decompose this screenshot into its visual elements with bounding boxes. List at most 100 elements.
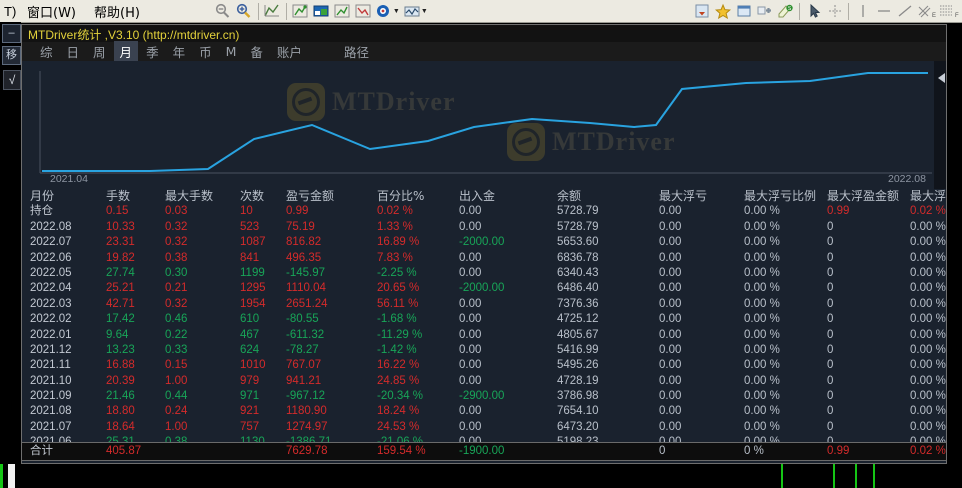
window-icon[interactable] <box>733 2 754 21</box>
download-icon[interactable] <box>691 2 712 21</box>
cell-pnl: -80.55 <box>286 313 319 326</box>
table-row[interactable]: 2022.06 19.82 0.38 841 496.35 7.83 % 0.00 6836.… <box>22 251 946 266</box>
table-row[interactable]: 2022.01 9.64 0.22 467 -611.32 -11.29 % 0.00 480… <box>22 328 946 343</box>
col-header-pct[interactable]: 百分比% <box>377 189 425 203</box>
cell-lots: 0.15 <box>106 205 129 218</box>
col-header-maxdd-pct[interactable]: 最大浮亏比例 <box>744 189 817 203</box>
tab-yue[interactable]: 月 <box>113 41 139 62</box>
tab-zong[interactable]: 综 <box>40 45 53 60</box>
table-row[interactable]: 2022.08 10.33 0.32 523 75.19 1.33 % 0.00 5728.7… <box>22 220 946 235</box>
cell-deposit: 0.00 <box>459 251 482 264</box>
col-header-lots[interactable]: 手数 <box>106 189 131 203</box>
chart-scrollbar[interactable] <box>934 61 946 189</box>
chart-up-icon[interactable] <box>332 2 353 21</box>
cell-pnl: 2651.24 <box>286 297 328 310</box>
col-header-count[interactable]: 次数 <box>240 189 265 203</box>
col-header-maxprofit-pct[interactable]: 最大浮盈比例 <box>910 189 946 203</box>
add-grid-icon[interactable] <box>754 2 775 21</box>
table-row[interactable]: 2021.08 18.80 0.24 921 1180.90 18.24 % 0.00 765… <box>22 404 946 419</box>
col-header-deposit[interactable]: 出入金 <box>459 189 496 203</box>
total-maxdd: 0 <box>659 445 666 457</box>
col-header-maxprofit[interactable]: 最大浮盈金额 <box>827 189 900 203</box>
menu-item-truncated[interactable]: T) <box>4 3 17 19</box>
cell-maxprofit: 0 <box>827 374 834 387</box>
cell-maxprofit: 0 <box>827 359 834 372</box>
table-row[interactable]: 2021.09 21.46 0.44 971 -967.12 -20.34 % -2900.… <box>22 389 946 404</box>
cell-balance: 6473.20 <box>557 420 599 433</box>
horizontal-line-icon[interactable] <box>873 2 894 21</box>
cell-pnl: -967.12 <box>286 390 326 403</box>
zoom-in-icon[interactable] <box>234 2 255 21</box>
table-row[interactable]: 2022.07 23.31 0.32 1087 816.82 16.89 % -2000.0… <box>22 235 946 250</box>
tab-ji[interactable]: 季 <box>146 45 159 60</box>
minimize-panel-button[interactable]: – <box>2 24 21 43</box>
table-row[interactable]: 2021.07 18.64 1.00 757 1274.97 24.53 % 0.00 647… <box>22 420 946 435</box>
tab-bi[interactable]: 币 <box>199 45 212 60</box>
col-header-month[interactable]: 月份 <box>30 189 55 203</box>
tab-ri[interactable]: 日 <box>66 45 80 60</box>
col-header-pnl[interactable]: 盈亏金额 <box>286 189 335 203</box>
tab-m[interactable]: M <box>225 44 237 59</box>
equidistant-channel-icon[interactable]: E <box>915 2 936 21</box>
cell-maxdd-pct: 0.00 % <box>744 359 780 372</box>
cell-maxdd-pct: 0.00 % <box>744 220 780 233</box>
tab-zhou[interactable]: 周 <box>93 45 106 60</box>
cell-maxdd: 0.00 <box>659 420 682 433</box>
cell-maxlots: 0.32 <box>165 220 188 233</box>
col-header-balance[interactable]: 余额 <box>557 189 582 203</box>
star-icon[interactable] <box>712 2 733 21</box>
tab-nian[interactable]: 年 <box>172 45 186 60</box>
cell-count: 523 <box>240 220 260 233</box>
table-row[interactable]: 2021.11 16.88 0.15 1010 767.07 16.22 % 0.00 549… <box>22 358 946 373</box>
toolbar-separator <box>848 2 849 20</box>
table-row[interactable]: 2022.05 27.74 0.30 1199 -145.97 -2.25 % 0.00 63… <box>22 266 946 281</box>
chart-bar-green-icon[interactable] <box>290 2 311 21</box>
table-row[interactable]: 2022.02 17.42 0.46 610 -80.55 -1.68 % 0.00 4725… <box>22 312 946 327</box>
cell-lots: 9.64 <box>106 328 129 341</box>
trend-line-icon[interactable] <box>894 2 915 21</box>
watermark-text-right: MTDriver <box>552 127 676 156</box>
chart-down-icon[interactable] <box>353 2 374 21</box>
window-title: MTDriver统计 ,V3.10 (http://mtdriver.cn) <box>22 25 946 42</box>
col-header-maxdd[interactable]: 最大浮亏 <box>659 189 708 203</box>
waveform-box-icon[interactable] <box>402 2 423 21</box>
cell-month: 2021.10 <box>30 374 72 387</box>
scroll-right-arrow-icon[interactable] <box>938 73 945 83</box>
table-row[interactable]: 2022.03 42.71 0.32 1954 2651.24 56.11 % 0.00 73… <box>22 297 946 312</box>
pencil-tag-icon[interactable]: S <box>775 2 796 21</box>
total-lots: 405.87 <box>106 445 142 457</box>
cell-pct: 1.33 % <box>377 220 413 233</box>
chevron-down-icon[interactable]: ▼ <box>420 7 428 15</box>
watermark-text-left: MTDriver <box>332 87 456 116</box>
table-row[interactable]: 2021.12 13.23 0.33 624 -78.27 -1.42 % 0.00 5416… <box>22 343 946 358</box>
total-label: 合计 <box>30 445 53 457</box>
chevron-down-icon[interactable]: ▼ <box>392 7 400 15</box>
tab-zhanghu[interactable]: 账户 <box>276 45 302 60</box>
cell-pnl: -78.27 <box>286 343 319 356</box>
menu-window[interactable]: 窗口(W) <box>27 5 76 21</box>
menu-help[interactable]: 帮助(H) <box>94 5 140 21</box>
cell-count: 1295 <box>240 282 266 295</box>
zoom-out-icon[interactable] <box>213 2 234 21</box>
col-header-maxlots[interactable]: 最大手数 <box>165 189 214 203</box>
chart-line-icon[interactable] <box>262 2 283 21</box>
cell-maxdd-pct: 0.00 % <box>744 313 780 326</box>
tab-path[interactable]: 路径 <box>343 45 369 60</box>
checkmark-icon[interactable]: √ <box>3 70 21 90</box>
fibonacci-icon[interactable]: F <box>936 2 962 21</box>
tab-bei[interactable]: 备 <box>250 45 263 60</box>
cursor-arrow-icon[interactable] <box>803 2 824 21</box>
equity-chart[interactable]: MTDriver MTDriver 2021.04 2022.08 <box>22 61 946 189</box>
vertical-line-icon[interactable] <box>852 2 873 21</box>
move-panel-button[interactable]: 移 <box>2 46 21 65</box>
table-row[interactable]: 持仓 0.15 0.03 10 0.99 0.02 % 0.00 5728.79 0.00 0.0… <box>22 204 946 219</box>
chart-axis-start-label: 2021.04 <box>50 173 88 185</box>
target-circle-icon[interactable] <box>374 2 395 21</box>
cell-month: 2022.04 <box>30 282 72 295</box>
cell-maxdd-pct: 0.00 % <box>744 282 780 295</box>
table-row[interactable]: 2021.10 20.39 1.00 979 941.21 24.85 % 0.00 4728… <box>22 374 946 389</box>
table-report-icon[interactable] <box>311 2 332 21</box>
crosshair-icon[interactable] <box>824 2 845 21</box>
table-row[interactable]: 2022.04 25.21 0.21 1295 1110.04 20.65 % -2000.… <box>22 281 946 296</box>
menu-bar: T) 窗口(W) 帮助(H) <box>0 0 149 22</box>
